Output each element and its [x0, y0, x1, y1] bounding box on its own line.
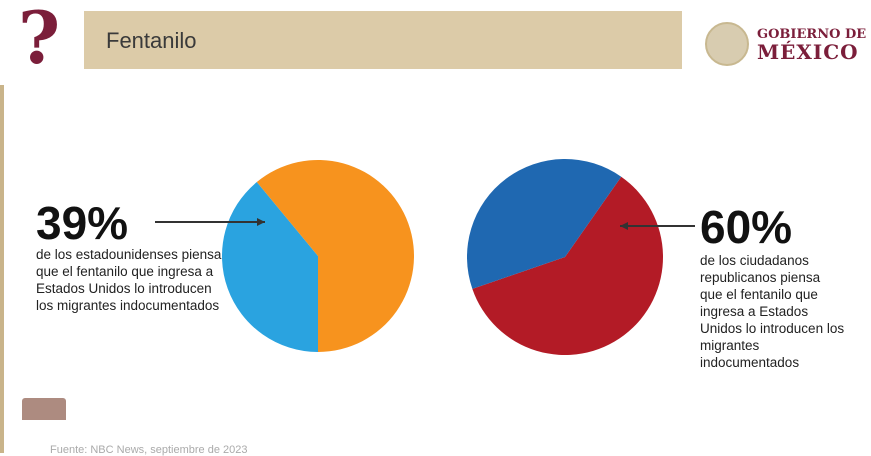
page-title: Fentanilo [106, 28, 197, 53]
pie-1-pointer-head [257, 218, 265, 226]
logo-line1: GOBIERNO DE [757, 27, 867, 42]
pie-1-slice-2 [256, 160, 414, 352]
stat-2-value: 60% [700, 201, 793, 253]
decorative-illustration [22, 398, 66, 420]
stat-2-text: de los ciudadanos republicanos piensa qu… [700, 253, 845, 370]
pie-1-slice-1 [222, 182, 318, 352]
source-note: Fuente: NBC News, septiembre de 2023 [50, 444, 248, 456]
pie-2-pointer-head [620, 222, 628, 230]
left-border [0, 85, 4, 453]
pie-2-slice-1 [472, 176, 664, 355]
stat-1-text: de los estadounidenses piensa que el fen… [36, 247, 222, 313]
pie-2-slice-2 [467, 159, 622, 289]
logo-line2: MÉXICO [757, 40, 859, 64]
seal-icon [705, 22, 749, 66]
title-banner: Fentanilo [84, 11, 682, 69]
stat-1-value: 39% [36, 197, 129, 249]
question-mark-icon: ? [18, 0, 61, 80]
